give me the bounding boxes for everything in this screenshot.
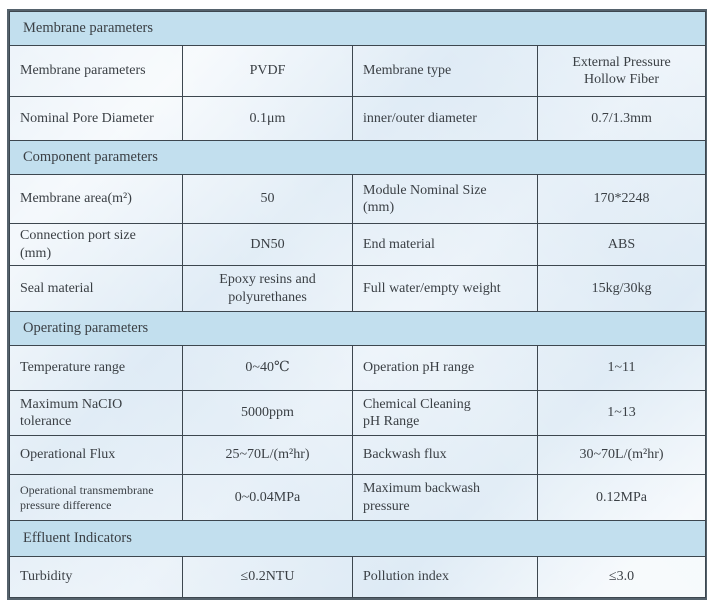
table-row: Operational transmembrane pressure diffe… bbox=[9, 474, 707, 521]
param-label: Maximum backwash pressure bbox=[352, 474, 538, 521]
table-row: Membrane parameters PVDF Membrane type E… bbox=[9, 45, 707, 97]
param-value: ≤3.0 bbox=[536, 556, 707, 598]
spec-table: Membrane parameters Membrane parameters … bbox=[8, 11, 707, 598]
param-value: DN50 bbox=[182, 223, 353, 266]
param-label: Maximum NaCIO tolerance bbox=[9, 390, 183, 436]
section-header-component-parameters: Component parameters bbox=[8, 140, 707, 175]
param-value: 0~40℃ bbox=[182, 345, 353, 391]
param-label: Operational transmembrane pressure diffe… bbox=[9, 474, 183, 521]
table-row: Turbidity ≤0.2NTU Pollution index ≤3.0 bbox=[9, 556, 707, 598]
param-label: Membrane type bbox=[352, 45, 538, 97]
section-header-effluent-indicators: Effluent Indicators bbox=[8, 520, 707, 557]
table-row: Membrane area(m²) 50 Module Nominal Size… bbox=[9, 174, 707, 224]
table-row: Operational Flux 25~70L/(m²hr) Backwash … bbox=[9, 435, 707, 475]
param-label: Backwash flux bbox=[352, 435, 538, 475]
param-label: Operation pH range bbox=[352, 345, 538, 391]
spec-table-container: Membrane parameters Membrane parameters … bbox=[7, 9, 707, 600]
param-label: Connection port size (mm) bbox=[9, 223, 183, 266]
param-value: 0.1μm bbox=[182, 96, 353, 141]
param-label: Temperature range bbox=[9, 345, 183, 391]
param-value: ABS bbox=[536, 223, 707, 266]
section-title: Membrane parameters bbox=[8, 11, 707, 46]
table-row: Temperature range 0~40℃ Operation pH ran… bbox=[9, 345, 707, 391]
table-row: Nominal Pore Diameter 0.1μm inner/outer … bbox=[9, 96, 707, 141]
param-label: End material bbox=[352, 223, 538, 266]
param-value: 0.12MPa bbox=[536, 474, 707, 521]
param-label: Membrane parameters bbox=[9, 45, 183, 97]
param-value: 1~11 bbox=[536, 345, 707, 391]
param-label: Pollution index bbox=[352, 556, 538, 598]
param-label: inner/outer diameter bbox=[352, 96, 538, 141]
section-header-operating-parameters: Operating parameters bbox=[8, 311, 707, 346]
param-label: Module Nominal Size (mm) bbox=[352, 174, 538, 224]
param-label: Chemical Cleaning pH Range bbox=[352, 390, 538, 436]
param-label: Membrane area(m²) bbox=[9, 174, 183, 224]
param-value: 30~70L/(m²hr) bbox=[536, 435, 707, 475]
section-title: Effluent Indicators bbox=[8, 520, 707, 557]
param-value: 0~0.04MPa bbox=[182, 474, 353, 521]
param-value: 0.7/1.3mm bbox=[536, 96, 707, 141]
param-value: 50 bbox=[182, 174, 353, 224]
section-title: Operating parameters bbox=[8, 311, 707, 346]
section-title: Component parameters bbox=[8, 140, 707, 175]
param-value: 1~13 bbox=[536, 390, 707, 436]
param-value: 15kg/30kg bbox=[536, 265, 707, 312]
table-row: Maximum NaCIO tolerance 5000ppm Chemical… bbox=[9, 390, 707, 436]
param-value: 5000ppm bbox=[182, 390, 353, 436]
param-value: PVDF bbox=[182, 45, 353, 97]
section-header-membrane-parameters: Membrane parameters bbox=[8, 11, 707, 46]
param-value: 170*2248 bbox=[536, 174, 707, 224]
table-row: Connection port size (mm) DN50 End mater… bbox=[9, 223, 707, 266]
param-value: Epoxy resins and polyurethanes bbox=[182, 265, 353, 312]
param-label: Operational Flux bbox=[9, 435, 183, 475]
param-label: Full water/empty weight bbox=[352, 265, 538, 312]
param-value: ≤0.2NTU bbox=[182, 556, 353, 598]
param-label: Nominal Pore Diameter bbox=[9, 96, 183, 141]
param-value: External Pressure Hollow Fiber bbox=[536, 45, 707, 97]
param-label: Turbidity bbox=[9, 556, 183, 598]
table-row: Seal material Epoxy resins and polyureth… bbox=[9, 265, 707, 312]
param-value: 25~70L/(m²hr) bbox=[182, 435, 353, 475]
param-label: Seal material bbox=[9, 265, 183, 312]
